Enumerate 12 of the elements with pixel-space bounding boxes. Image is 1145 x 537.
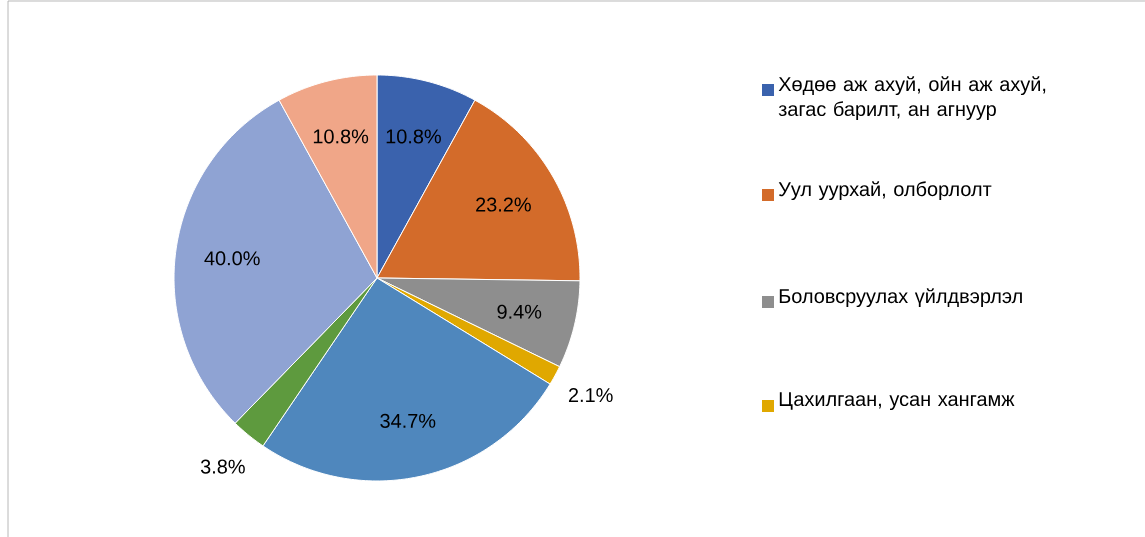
- data-label: 9.4%: [497, 304, 542, 319]
- data-label: 10.8%: [386, 129, 441, 144]
- legend-label: Цахилгаан, усан хангамж: [779, 392, 1015, 411]
- legend-label: Боловсруулах үйлдвэрлэл: [779, 288, 1022, 308]
- data-label: 23.2%: [476, 197, 531, 212]
- data-label: 10.8%: [313, 129, 369, 144]
- data-label: 3.8%: [200, 459, 245, 474]
- data-label: 40.0%: [204, 251, 260, 266]
- data-label: 2.1%: [568, 387, 613, 402]
- data-label: 34.7%: [380, 413, 436, 428]
- legend-label: Хөдөө аж ахуй, ойн аж ахуй, загас барилт, ан агнуур: [778, 76, 1046, 121]
- legend-label: Уул уурхай, олборлолт: [778, 181, 992, 201]
